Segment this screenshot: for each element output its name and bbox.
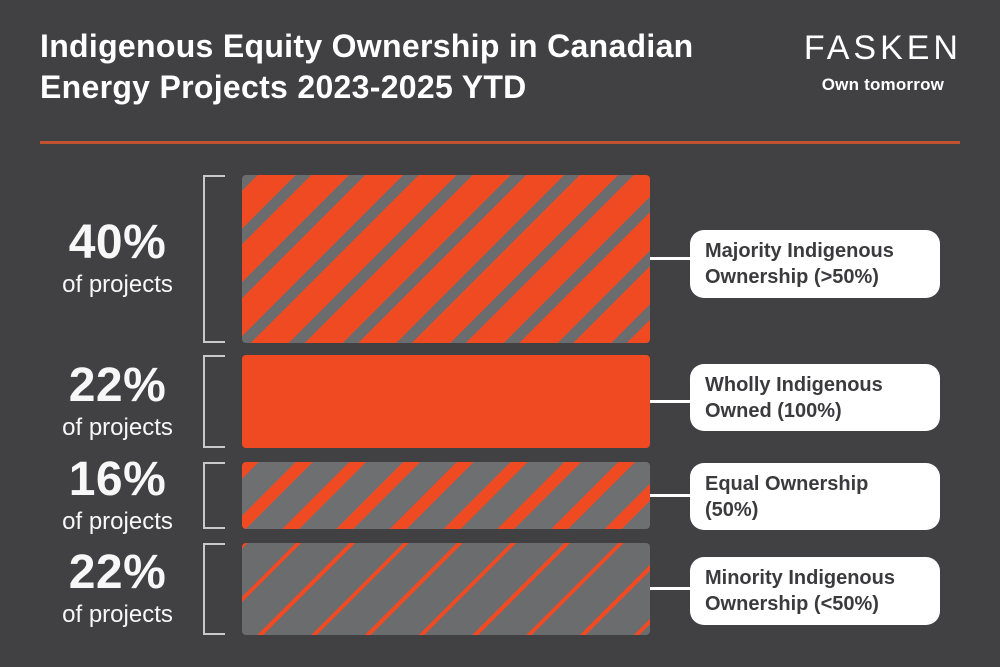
callout-label-line2: Ownership (>50%)	[705, 266, 879, 288]
callout-equal-ownership: Equal Ownership (50%)	[690, 463, 940, 530]
percentage-block-minority: 22% of projects	[40, 543, 195, 635]
percentage-label: 40%	[68, 216, 167, 270]
connector-line	[650, 587, 690, 590]
percentage-sublabel: of projects	[62, 507, 173, 535]
connector-line	[650, 400, 690, 403]
percentage-sublabel: of projects	[62, 413, 173, 441]
callout-minority-indigenous-ownership: Minority Indigenous Ownership (<50%)	[690, 557, 940, 625]
callout-label-line1: Equal Ownership	[705, 472, 869, 495]
callout-label-line2: Owned (100%)	[705, 399, 842, 422]
percentage-block-equal: 16% of projects	[40, 455, 195, 535]
page-title: Indigenous Equity Ownership in Canadian …	[40, 26, 694, 108]
percentage-sublabel: of projects	[62, 601, 173, 629]
bar-equal-ownership	[242, 462, 650, 529]
connector-line	[650, 494, 690, 497]
callout-label-line1: Minority Indigenous	[705, 567, 895, 589]
bracket	[203, 462, 225, 529]
bar-wholly-indigenous-owned	[242, 355, 650, 448]
percentage-block-majority: 40% of projects	[40, 175, 195, 343]
percentage-label: 22%	[68, 546, 167, 600]
logo-tagline: Own tomorrow	[821, 75, 945, 94]
percentage-block-wholly-owned: 22% of projects	[40, 355, 195, 448]
callout-label-line1: Majority Indigenous	[705, 240, 894, 262]
callout-label-line2: Ownership (<50%)	[705, 593, 879, 615]
bar-minority-indigenous-ownership	[242, 543, 650, 635]
callout-majority-indigenous-ownership: Majority Indigenous Ownership (>50%)	[690, 230, 940, 298]
callout-label-line2: (50%)	[705, 498, 759, 521]
page-title-line1: Indigenous Equity Ownership in Canadian	[40, 28, 694, 64]
percentage-label: 22%	[68, 358, 167, 412]
percentage-label: 16%	[68, 452, 167, 506]
bracket	[203, 355, 225, 448]
percentage-sublabel: of projects	[62, 271, 173, 299]
bar-majority-indigenous-ownership	[242, 175, 650, 343]
bracket	[203, 543, 225, 635]
callout-wholly-indigenous-owned: Wholly Indigenous Owned (100%)	[690, 364, 940, 431]
callout-label-line1: Wholly Indigenous	[705, 373, 883, 396]
title-divider	[40, 141, 960, 144]
bracket	[203, 175, 225, 343]
fasken-logo: FASKEN Own tomorrow	[804, 31, 962, 95]
logo-wordmark: FASKEN	[803, 29, 962, 67]
page-title-line2: Energy Projects 2023-2025 YTD	[40, 69, 527, 105]
connector-line	[650, 257, 690, 260]
